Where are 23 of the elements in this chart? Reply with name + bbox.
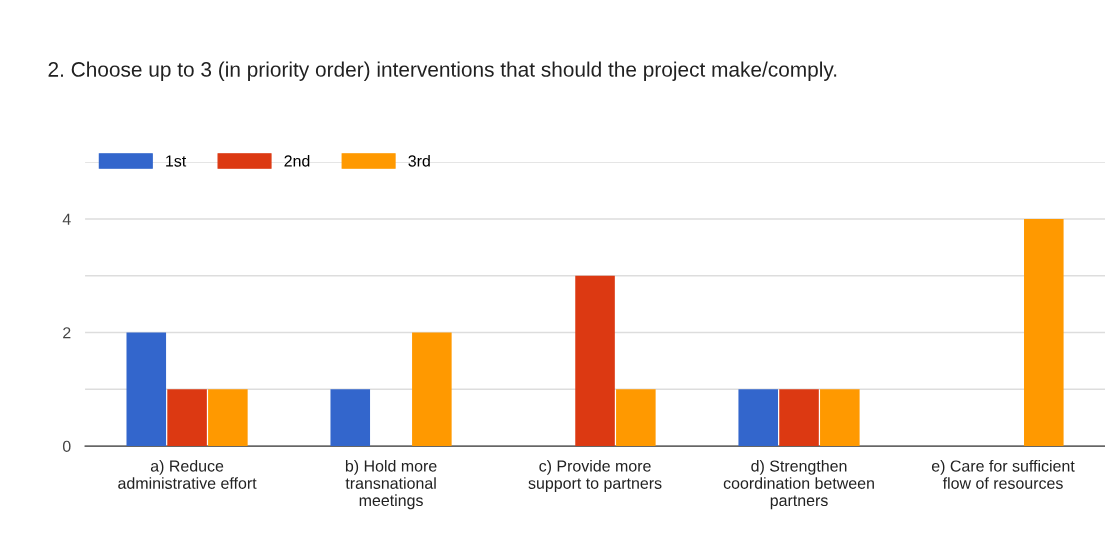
legend-label: 3rd: [408, 154, 430, 167]
bar: [126, 332, 167, 447]
x-tick-label: b) Hold more transnational meetings: [345, 459, 437, 510]
chart-title: 2. Choose up to 3 (in priority order) interventions that should the project make/comply.: [48, 61, 837, 81]
bar: [1024, 218, 1064, 447]
bar: [330, 389, 371, 447]
bar: [575, 275, 615, 447]
x-tick-label: c) Provide more support to partners: [528, 459, 662, 493]
x-tick-label: e) Care for sufficient flow of resources: [931, 459, 1075, 489]
bar: [779, 389, 819, 447]
bar: [616, 389, 656, 447]
bar: [820, 389, 860, 447]
x-tick-label: a) Reduce administrative effort: [118, 459, 257, 489]
x-tick-label: d) Strengthen coordination between partners: [723, 459, 874, 510]
bar: [167, 389, 207, 447]
y-tick-label: 2: [63, 327, 71, 339]
legend-label: 1st: [166, 155, 187, 167]
bar: [412, 332, 452, 447]
legend-label: 2nd: [284, 154, 310, 167]
y-tick-label: 0: [62, 440, 71, 453]
y-tick-label: 4: [62, 213, 71, 225]
bar: [208, 389, 248, 447]
bar: [738, 389, 779, 447]
